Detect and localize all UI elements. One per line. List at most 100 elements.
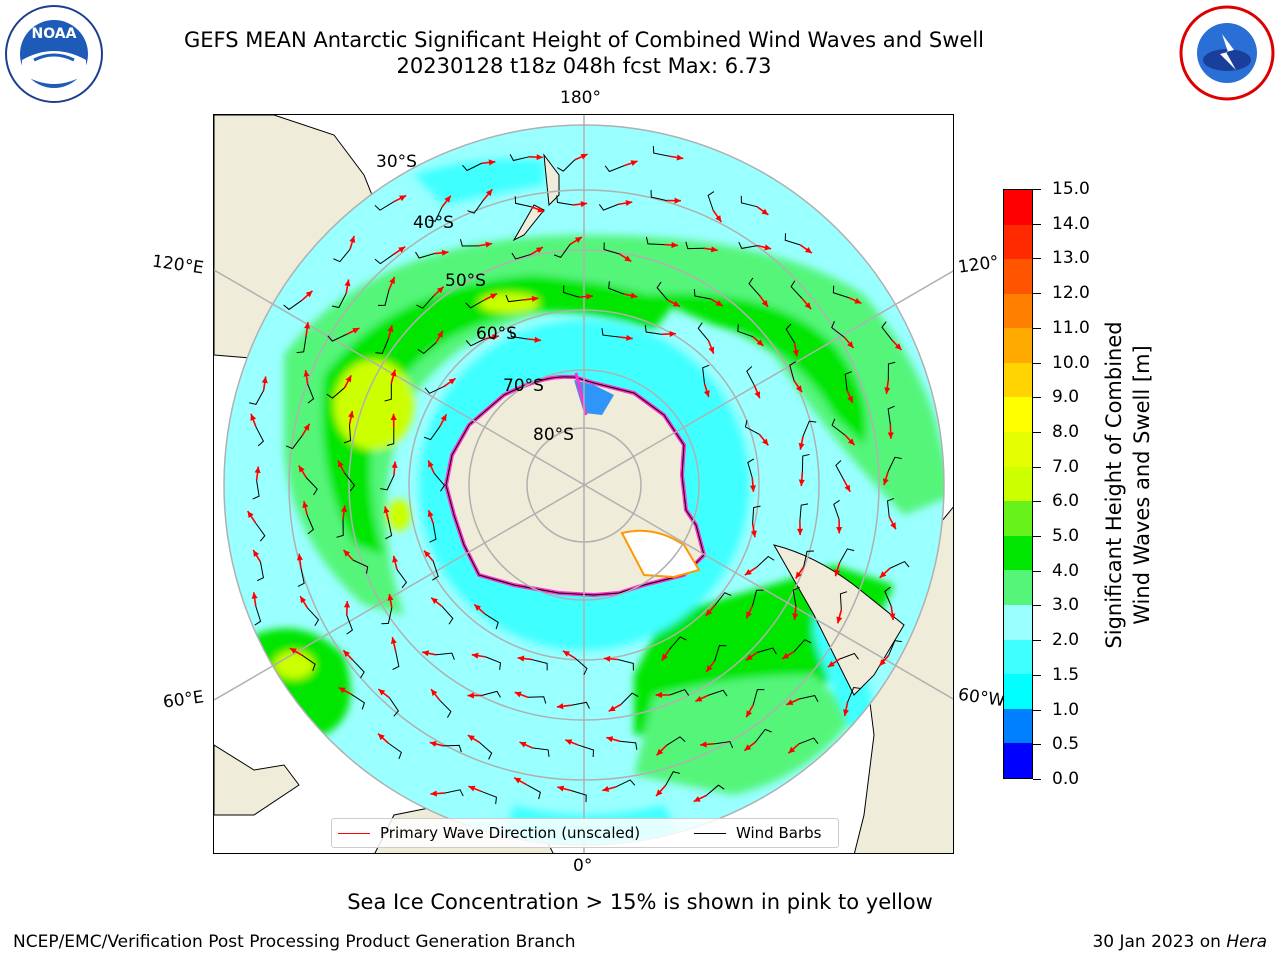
wind-barb <box>644 325 663 335</box>
wave-arrow-head <box>882 478 889 486</box>
wind-barb <box>752 689 765 706</box>
colorbar-segment <box>1004 224 1032 260</box>
wave-arrow-head <box>750 530 757 538</box>
sea-ice-note: Sea Ice Concentration > 15% is shown in … <box>347 890 933 914</box>
colorbar-title-line2: Wind Waves and Swell [m] <box>1130 345 1154 625</box>
colorbar-tick-label: 10.0 <box>1052 352 1090 373</box>
colorbar-tick-mark <box>1033 674 1041 676</box>
wind-barb <box>377 289 390 306</box>
wind-barb <box>296 335 307 354</box>
wind-barb <box>532 747 550 757</box>
wind-barb <box>608 281 624 295</box>
wave-arrow-head <box>448 378 456 385</box>
wave-arrow-head <box>756 339 764 346</box>
wind-barb <box>297 567 305 587</box>
wind-barb <box>799 694 819 702</box>
polar-map <box>213 114 954 854</box>
wind-barb <box>333 248 351 263</box>
wind-barb <box>459 239 479 247</box>
wind-barb <box>738 241 758 249</box>
wind-barb <box>802 420 817 437</box>
wave-arrow-head <box>580 153 588 160</box>
colorbar-tick-mark <box>1033 779 1041 780</box>
wind-barb <box>462 162 482 172</box>
wave-arrow-head <box>706 665 713 672</box>
wind-barb <box>306 514 314 535</box>
wave-arrow-head <box>441 249 449 256</box>
wind-barb <box>481 690 501 698</box>
wind-barb <box>465 338 486 347</box>
wave-arrow-head <box>391 461 398 468</box>
wave-arrow-head <box>390 413 397 421</box>
wind-barb <box>714 741 734 749</box>
wave-arrow-head <box>708 346 715 354</box>
wave-arrow-head <box>536 154 543 161</box>
wave-arrow-head <box>303 370 310 377</box>
wave-arrow-head <box>676 154 684 161</box>
wave-arrow-head <box>624 255 632 262</box>
wave-arrow-head <box>700 741 707 748</box>
wave-arrow-head <box>338 687 346 694</box>
wind-barb <box>385 519 393 540</box>
wave-arrow-head <box>340 505 348 513</box>
lon-label-60e: 60°E <box>161 687 206 713</box>
wave-arrow-head <box>608 705 616 712</box>
wave-arrow-head <box>468 785 476 792</box>
wind-barb <box>305 477 318 496</box>
map-canvas <box>214 115 953 853</box>
wind-barb <box>844 371 852 391</box>
wave-arrow-head <box>296 553 303 561</box>
wind-barb <box>481 790 497 805</box>
wind-barb <box>479 742 493 760</box>
wave-arrow-head <box>602 785 610 792</box>
lon-label-0: 0° <box>573 856 593 876</box>
wave-arrow-head <box>745 654 753 661</box>
wave-arrow-head <box>562 650 570 657</box>
wind-barb <box>617 659 634 671</box>
wave-arrow-head <box>879 571 887 578</box>
wind-barb <box>465 299 485 309</box>
lon-label-120e: 120°E <box>150 251 205 279</box>
wind-barb <box>307 607 320 626</box>
wind-barb <box>433 472 446 492</box>
wave-arrow-head <box>695 695 703 702</box>
colorbar-tick-mark <box>1033 605 1041 607</box>
wave-arrow-head <box>796 528 804 536</box>
wave-arrow-head <box>836 527 843 534</box>
wave-arrow-head <box>427 510 434 518</box>
wave-arrow-head <box>517 655 525 662</box>
wave-arrow-head <box>854 297 862 304</box>
wind-barb <box>746 366 755 386</box>
colorbar-tick-label: 1.0 <box>1052 699 1080 720</box>
wind-barb <box>752 505 761 524</box>
wind-barb <box>526 784 541 800</box>
colorbar-segment <box>1004 432 1032 467</box>
wind-barb <box>685 241 704 250</box>
wind-barb <box>887 405 895 425</box>
wave-arrow-head <box>467 735 475 742</box>
wind-barb <box>669 636 687 650</box>
wind-barb <box>443 744 462 753</box>
colorbar-segment <box>1004 293 1032 329</box>
wind-barb <box>652 146 670 157</box>
wind-barb <box>441 606 454 625</box>
lon-label-60w: 60°W <box>956 684 1007 712</box>
wind-barb <box>744 419 760 435</box>
colorbar-tick-label: 11.0 <box>1052 317 1090 338</box>
wind-barb <box>527 696 547 704</box>
noaa-logo: NOAA <box>4 4 104 108</box>
colorbar-tick-mark <box>1033 570 1041 572</box>
wind-barb <box>847 686 861 703</box>
wind-barb <box>839 548 855 564</box>
colorbar-segment <box>1004 605 1032 640</box>
wind-barb <box>650 190 668 202</box>
wave-arrow-head <box>422 650 430 657</box>
wind-barb <box>423 426 441 441</box>
colorbar-tick-mark <box>1033 431 1041 433</box>
wind-barb <box>435 652 455 660</box>
map-legend: Primary Wave Direction (unscaled) Wind B… <box>331 818 839 848</box>
wave-arrow-head <box>467 692 474 699</box>
wave-arrow-head <box>887 432 894 439</box>
colorbar-title: Significant Height of Combined Wind Wave… <box>1100 321 1156 648</box>
wave-arrow-head <box>761 208 769 215</box>
